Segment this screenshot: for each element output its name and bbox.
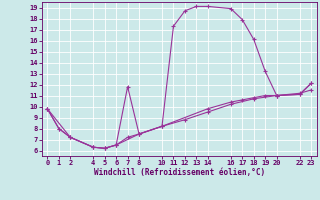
X-axis label: Windchill (Refroidissement éolien,°C): Windchill (Refroidissement éolien,°C) [94, 168, 265, 177]
